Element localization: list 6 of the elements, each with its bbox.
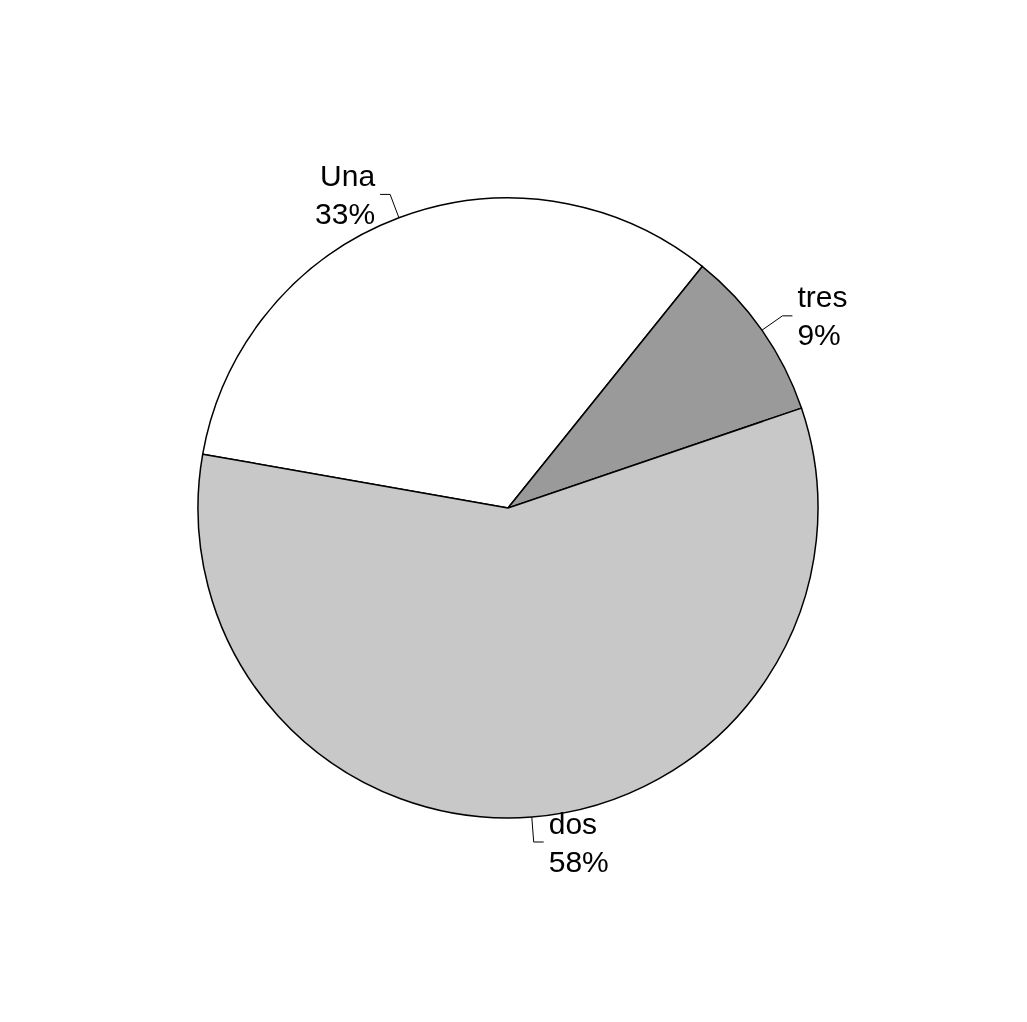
- slice-label: dos: [548, 806, 598, 840]
- data-label: 58%: [548, 844, 609, 878]
- data-label: 33%: [315, 196, 376, 230]
- data-label: 9%: [797, 318, 841, 352]
- slice-label: tres: [797, 280, 848, 314]
- slice-label: Una: [320, 158, 376, 192]
